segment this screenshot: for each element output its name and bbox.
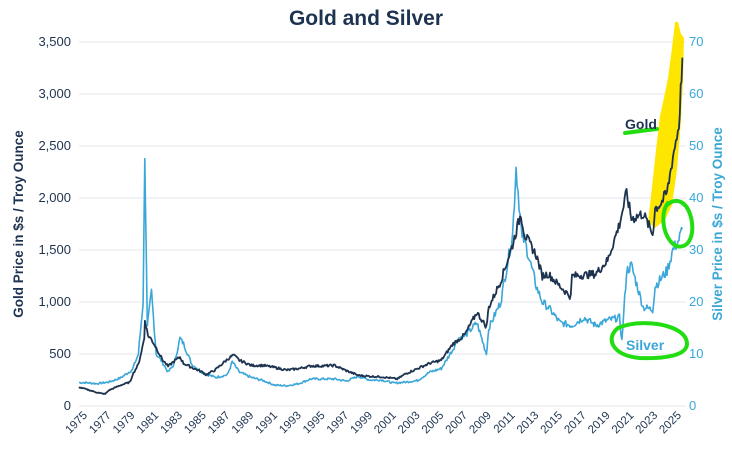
- silver-series-label: Silver: [626, 337, 665, 353]
- x-tick-label: 2013: [515, 410, 542, 437]
- gridlines: [79, 41, 686, 407]
- right-tick-label: 30: [689, 242, 703, 257]
- x-tick-label: 2015: [539, 410, 566, 437]
- x-tick-label: 1983: [159, 410, 186, 437]
- x-tick-label: 2017: [562, 410, 589, 437]
- x-tick-label: 2005: [420, 410, 447, 437]
- yellow-highlight-annotation: [648, 22, 684, 228]
- x-tick-label: 2011: [492, 410, 518, 436]
- x-tick-label: 1999: [349, 410, 376, 437]
- x-tick-label: 2023: [634, 410, 661, 437]
- silver-label-circle-annotation: [609, 321, 689, 361]
- x-tick-label: 2001: [372, 410, 399, 437]
- left-tick-label: 3,500: [38, 34, 71, 49]
- gold-series-label: Gold: [625, 116, 657, 132]
- series-lines: [78, 57, 684, 395]
- x-tick-label: 1995: [301, 410, 328, 437]
- left-tick-label: 1,500: [38, 242, 71, 257]
- right-tick-label: 40: [689, 190, 703, 205]
- x-tick-label: 1977: [87, 410, 114, 437]
- x-tick-label: 2007: [444, 410, 471, 437]
- right-tick-label: 10: [689, 346, 703, 361]
- x-tick-label: 2003: [396, 410, 423, 437]
- x-tick-label: 1993: [277, 410, 304, 437]
- x-tick-label: 2009: [467, 410, 494, 437]
- left-tick-label: 0: [64, 398, 71, 413]
- right-axis-label: Silver Price in $s / Troy Ounce: [710, 127, 725, 321]
- right-tick-label: 20: [689, 294, 703, 309]
- x-tick-label: 1981: [135, 410, 162, 437]
- gold-series-line: [78, 57, 684, 395]
- gold-underline-annotation: [623, 127, 659, 135]
- silver-endpoint-circle-annotation: [661, 198, 695, 249]
- x-axis-ticks: 1975197719791981198319851987198919911993…: [63, 410, 684, 437]
- right-tick-label: 0: [689, 398, 696, 413]
- x-tick-label: 1975: [63, 410, 90, 437]
- x-tick-label: 1987: [206, 410, 233, 437]
- right-axis-ticks: 0 10 20 30 40 50 60 70: [689, 34, 703, 413]
- x-tick-label: 1985: [182, 410, 209, 437]
- left-axis-label: Gold Price in $s / Troy Ounce: [11, 130, 26, 318]
- x-tick-label: 2021: [610, 410, 637, 437]
- x-tick-label: 1997: [325, 410, 352, 437]
- left-tick-label: 2,000: [38, 190, 71, 205]
- x-tick-label: 2025: [657, 410, 684, 437]
- right-tick-label: 50: [689, 138, 703, 153]
- x-tick-label: 1989: [230, 410, 257, 437]
- left-tick-label: 500: [49, 346, 71, 361]
- silver-series-line: [78, 157, 684, 388]
- right-tick-label: 60: [689, 86, 703, 101]
- left-axis-ticks: 0 500 1,000 1,500 2,000 2,500 3,000 3,500: [38, 34, 71, 413]
- right-tick-label: 70: [689, 34, 703, 49]
- left-tick-label: 2,500: [38, 138, 71, 153]
- x-tick-label: 1979: [111, 410, 138, 437]
- chart-title: Gold and Silver: [289, 7, 443, 30]
- x-tick-label: 1991: [254, 410, 281, 437]
- left-tick-label: 3,000: [38, 86, 71, 101]
- x-tick-label: 2019: [586, 410, 613, 437]
- left-tick-label: 1,000: [38, 294, 71, 309]
